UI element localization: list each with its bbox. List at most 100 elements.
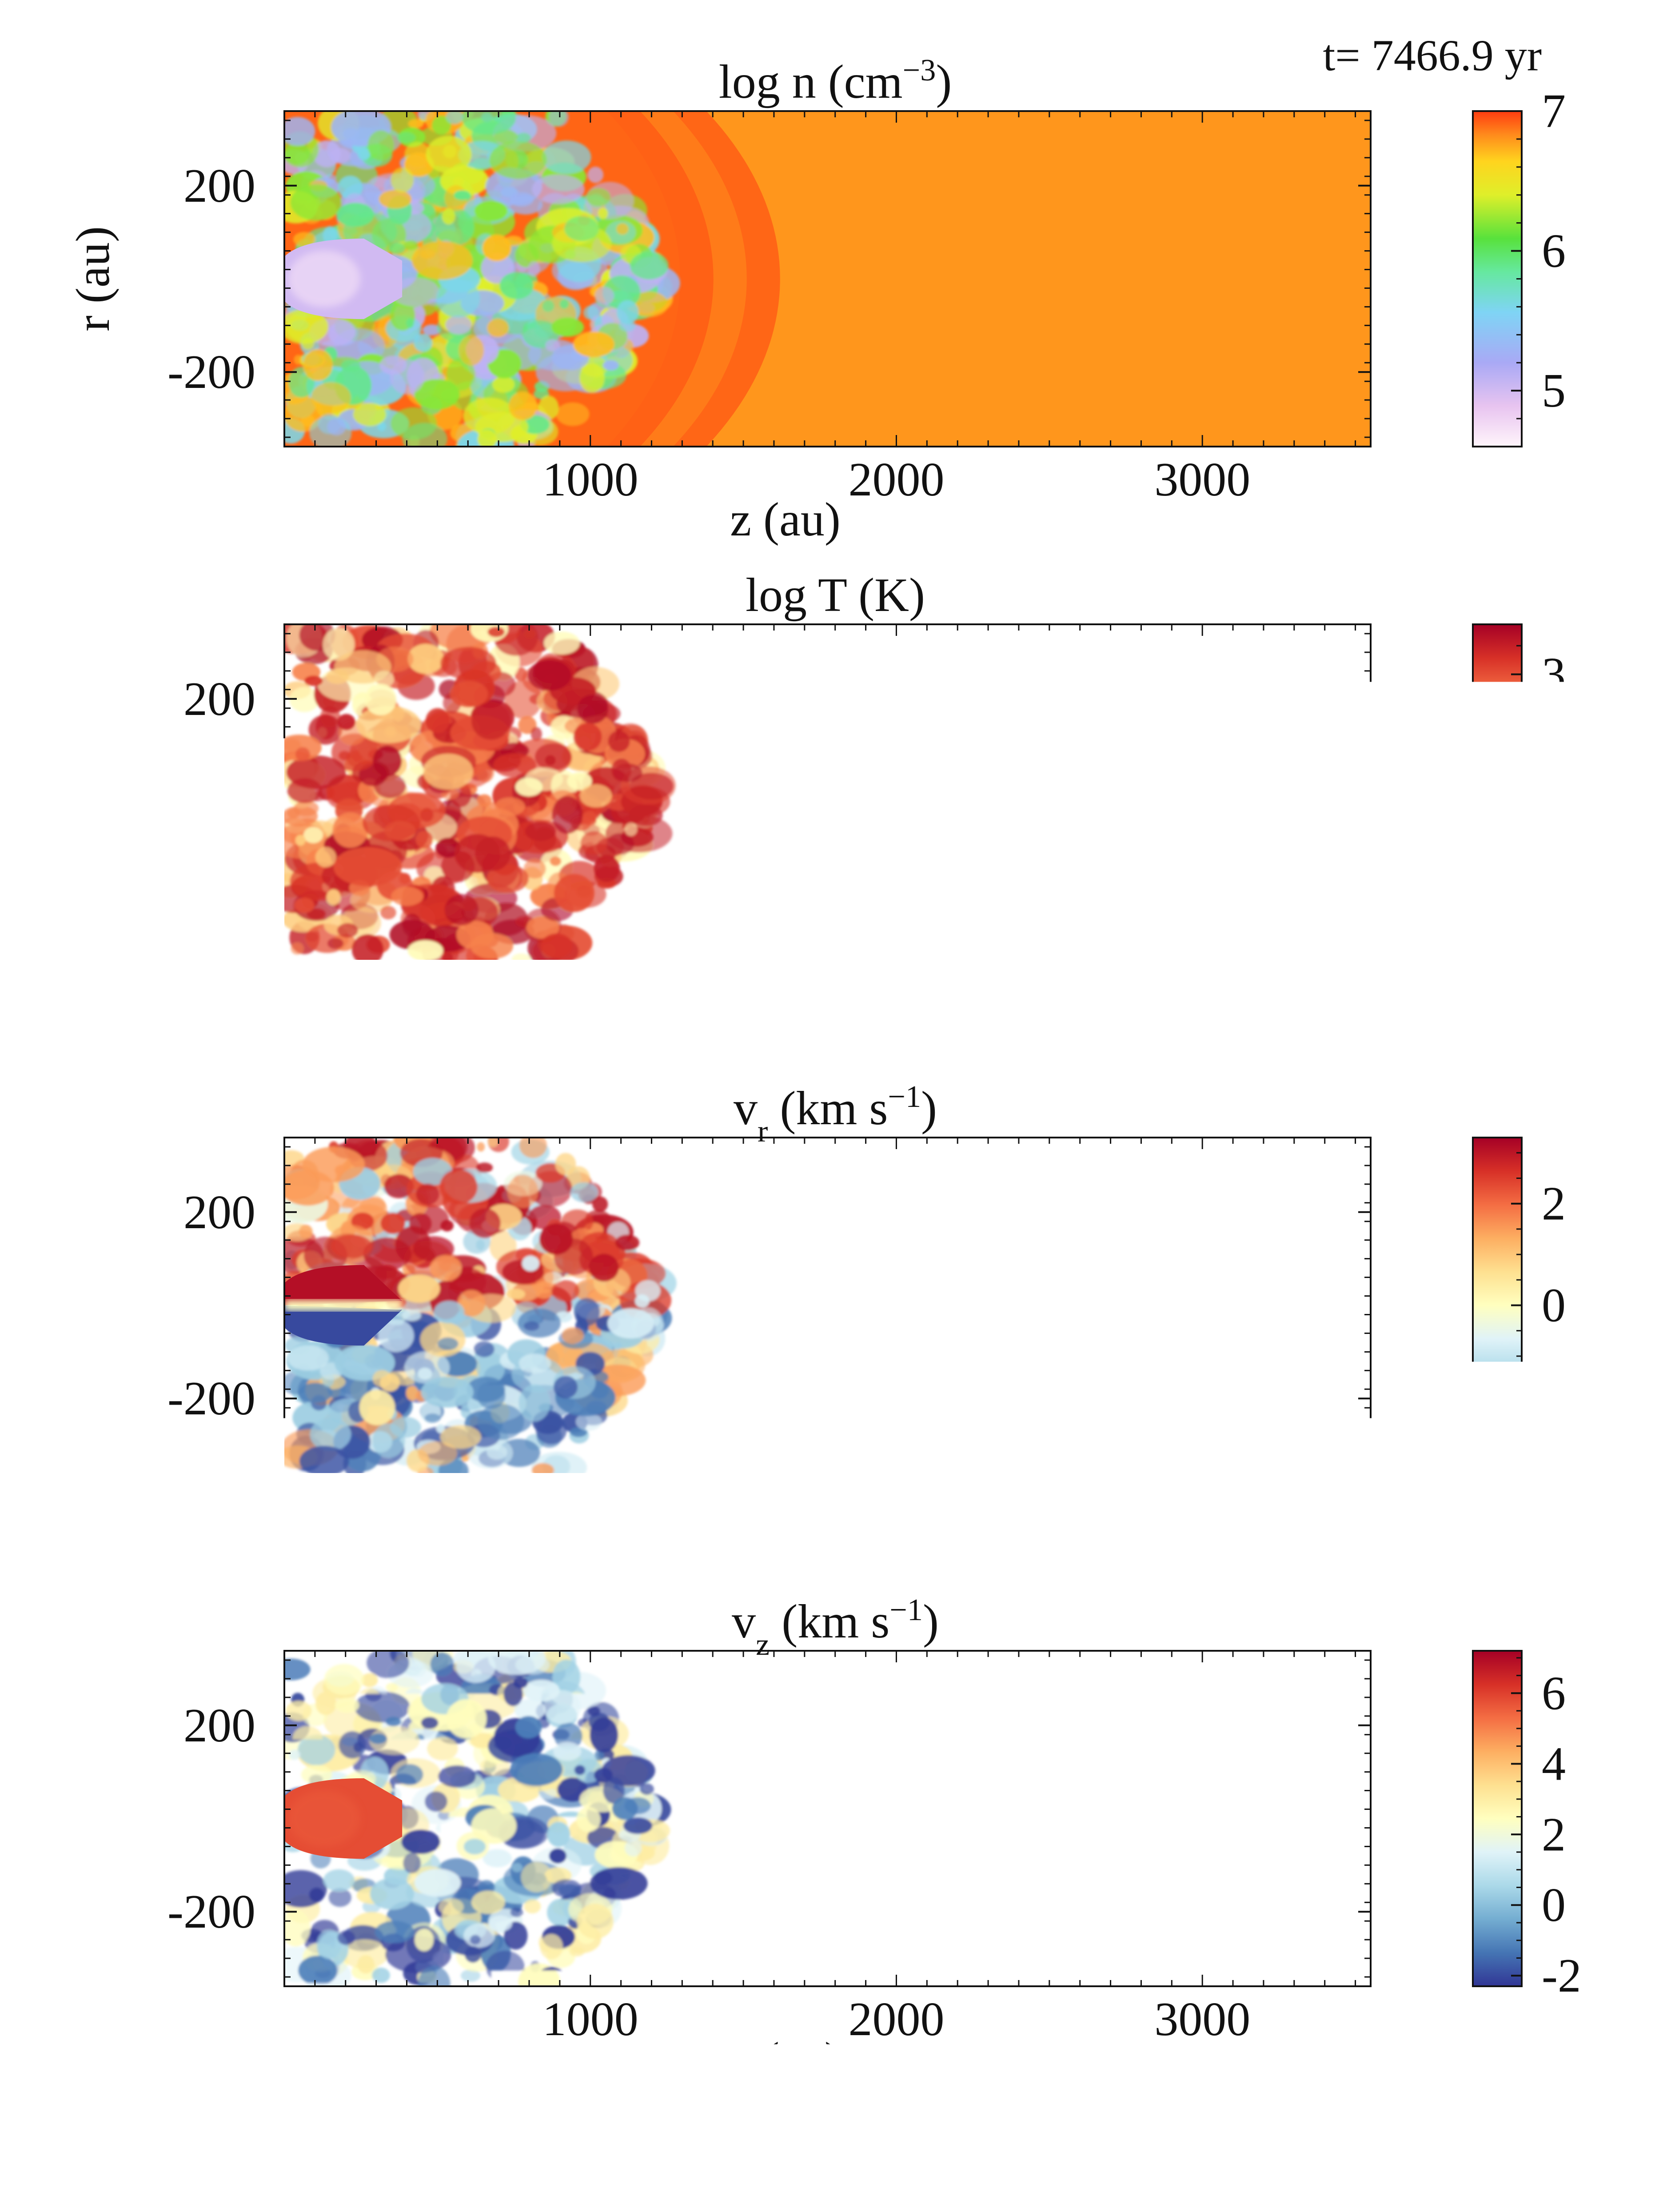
- x-tick-label: 1000: [542, 453, 638, 506]
- cocoon-blob: [436, 1823, 452, 1833]
- cocoon-blob: [582, 811, 597, 825]
- cocoon-blob: [635, 1294, 650, 1308]
- colorbar: 6420-2: [1473, 1651, 1582, 2002]
- cocoon-blob: [556, 403, 590, 426]
- x-tick-label: 3000: [1154, 1480, 1250, 1533]
- cocoon-blob: [291, 1695, 311, 1706]
- cocoon-blob: [488, 627, 505, 637]
- cocoon-blob: [406, 1785, 422, 1796]
- cocoon-blob: [512, 1863, 523, 1872]
- x-tick-label: 3000: [1154, 1993, 1250, 2046]
- cocoon-blob: [438, 1338, 459, 1350]
- cocoon-blob: [542, 300, 554, 312]
- cocoon-blob: [535, 1289, 552, 1299]
- colorbar-tick-label: 1: [1542, 934, 1566, 986]
- cocoon-blob: [398, 1274, 440, 1303]
- cocoon-blob: [446, 1699, 487, 1738]
- cocoon-blob: [510, 1753, 563, 1786]
- colorbar-gradient: [1473, 1651, 1522, 1986]
- cocoon-blob: [624, 1797, 650, 1814]
- cocoon-blob: [337, 923, 358, 938]
- colorbar-tick-label: 2: [1542, 1808, 1566, 1861]
- cocoon-blob: [443, 953, 453, 963]
- heatmap-image: [0, 0, 1371, 631]
- cocoon-blob: [396, 1764, 423, 1785]
- cocoon-blob: [547, 1822, 570, 1847]
- cocoon-blob: [359, 1389, 395, 1425]
- cocoon-blob: [554, 874, 594, 912]
- colorbar: 20-2: [1473, 1138, 1582, 1473]
- cocoon-blob: [283, 1913, 312, 1939]
- cocoon-blob: [416, 1184, 439, 1205]
- cocoon-blob: [339, 1731, 366, 1759]
- cocoon-blob: [541, 934, 572, 958]
- cocoon-blob: [488, 1642, 546, 1675]
- cocoon-blob: [315, 847, 336, 867]
- cocoon-blob: [427, 1737, 458, 1761]
- x-tick-label: 2000: [848, 1993, 944, 2046]
- cocoon-blob: [299, 1225, 313, 1238]
- cocoon-blob: [367, 130, 394, 161]
- cocoon-blob: [640, 1783, 654, 1795]
- cocoon-blob: [551, 318, 584, 337]
- cocoon-blob: [574, 723, 602, 751]
- cocoon-blob: [434, 1301, 465, 1323]
- cocoon-blob: [441, 1220, 454, 1232]
- jet-core-inner: [288, 251, 360, 307]
- cocoon-blob: [549, 1849, 566, 1864]
- heatmap-image: [0, 953, 1371, 1658]
- cocoon-blob: [586, 188, 610, 207]
- cocoon-blob: [295, 898, 315, 913]
- cocoon-blob: [462, 101, 516, 135]
- cocoon-blob: [372, 1423, 405, 1458]
- cocoon-blob: [299, 1446, 349, 1477]
- colorbar-tick-label: 5: [1542, 364, 1566, 417]
- cocoon-blob: [477, 1142, 485, 1151]
- panel-1: 1000 2000 3000200-200z (au)r (au)log n (cm…: [0, 0, 1566, 631]
- colorbar-tick-label: 6: [1542, 1667, 1566, 1720]
- cocoon-blob: [489, 141, 546, 179]
- cocoon-blob: [346, 1876, 359, 1892]
- x-tick-label: 1000: [542, 1993, 638, 2046]
- y-axis-label: r (au): [67, 1253, 120, 1358]
- cocoon-blob: [474, 1341, 495, 1357]
- cocoon-blob: [629, 805, 662, 827]
- cocoon-blob: [590, 1867, 647, 1900]
- cocoon-blob: [524, 1322, 539, 1331]
- cocoon-blob: [436, 279, 480, 318]
- figure: t= 7466.9 yr 1000 2000 3000200-200z (au)r …: [0, 0, 1659, 2212]
- cocoon-blob: [409, 1213, 431, 1234]
- cocoon-blob: [402, 1310, 421, 1321]
- cocoon-blob: [500, 272, 534, 299]
- cocoon-blob: [515, 1716, 542, 1738]
- cocoon-blob: [430, 1653, 454, 1677]
- cocoon-blob: [391, 168, 414, 193]
- cocoon-blob: [465, 1946, 481, 1963]
- cocoon-blob: [574, 1765, 585, 1775]
- cocoon-blob: [418, 1368, 432, 1380]
- x-tick-label: 2000: [848, 453, 944, 506]
- y-tick-label: -200: [167, 1372, 255, 1425]
- cocoon-blob: [295, 834, 306, 846]
- cocoon-blob: [570, 1947, 585, 1956]
- cocoon-blob: [522, 1256, 539, 1271]
- cocoon-blob: [550, 1965, 563, 1976]
- cocoon-blob: [477, 794, 492, 807]
- cocoon-blob: [294, 355, 303, 364]
- cocoon-blob: [310, 1418, 351, 1451]
- jet-axis: [284, 1300, 402, 1311]
- cocoon-blob: [579, 363, 605, 393]
- cocoon-blob: [562, 1327, 584, 1344]
- cocoon-blob: [625, 1840, 642, 1857]
- cocoon-blob: [603, 360, 618, 371]
- cocoon-blob: [416, 831, 433, 849]
- jet-core-inner: [288, 1790, 360, 1847]
- cocoon-blob: [590, 1717, 618, 1753]
- cocoon-blob: [525, 768, 563, 791]
- x-tick-label: 3000: [1154, 966, 1250, 1019]
- cocoon-blob: [406, 318, 414, 328]
- cocoon-blob: [476, 1162, 493, 1173]
- cocoon-blob: [521, 1862, 552, 1893]
- cocoon-blob: [379, 190, 411, 209]
- cocoon-blob: [492, 376, 514, 392]
